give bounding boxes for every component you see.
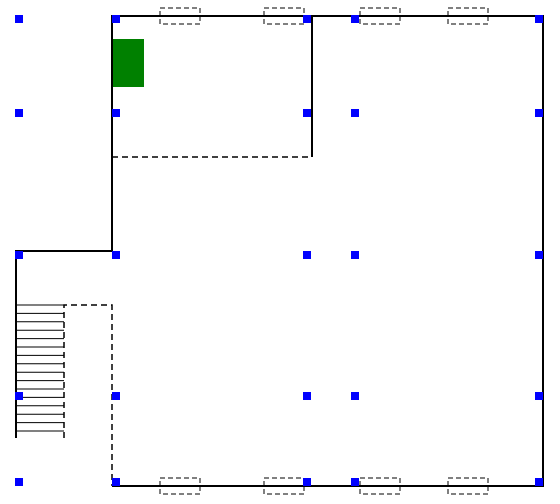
column xyxy=(303,478,311,486)
window xyxy=(359,7,401,25)
column xyxy=(351,15,359,23)
column xyxy=(112,478,120,486)
stairs xyxy=(16,304,64,432)
windows xyxy=(159,7,489,495)
column xyxy=(351,392,359,400)
columns xyxy=(15,15,543,486)
column xyxy=(535,251,543,259)
column xyxy=(15,392,23,400)
window xyxy=(447,7,489,25)
column xyxy=(351,478,359,486)
window xyxy=(159,7,201,25)
column xyxy=(351,109,359,117)
column xyxy=(15,478,23,486)
green-block xyxy=(112,39,144,87)
outer-wall xyxy=(111,15,544,487)
column xyxy=(303,109,311,117)
column xyxy=(112,15,120,23)
column xyxy=(15,109,23,117)
column xyxy=(15,251,23,259)
window xyxy=(447,477,489,495)
column xyxy=(535,478,543,486)
column xyxy=(15,15,23,23)
column xyxy=(535,109,543,117)
column xyxy=(112,109,120,117)
window xyxy=(159,477,201,495)
column xyxy=(351,251,359,259)
window xyxy=(359,477,401,495)
stair-dashed-wall xyxy=(63,304,113,486)
column xyxy=(112,251,120,259)
column xyxy=(303,15,311,23)
column xyxy=(303,392,311,400)
column xyxy=(303,251,311,259)
column xyxy=(112,392,120,400)
column xyxy=(535,392,543,400)
column xyxy=(535,15,543,23)
